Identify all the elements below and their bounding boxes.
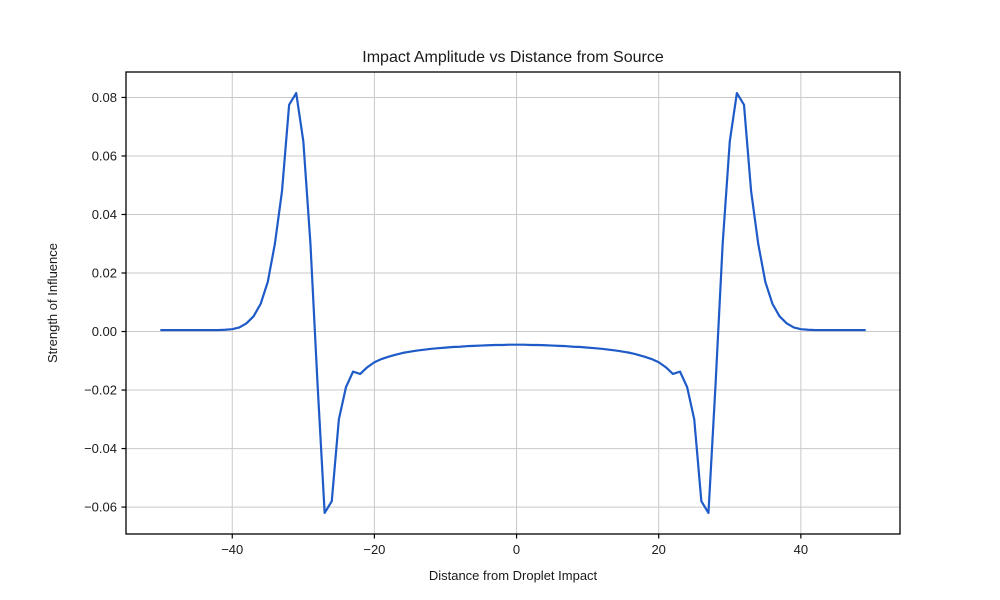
- x-tick-label: 20: [651, 542, 665, 557]
- y-tick-label: 0.08: [92, 90, 117, 105]
- y-axis-label: Strength of Influence: [45, 243, 60, 363]
- chart-title: Impact Amplitude vs Distance from Source: [362, 49, 664, 66]
- x-tick-label: 40: [794, 542, 808, 557]
- y-tick-label: 0.00: [92, 324, 117, 339]
- y-tick-label: −0.02: [84, 383, 117, 398]
- x-axis-label: Distance from Droplet Impact: [429, 568, 598, 583]
- y-tick-label: 0.06: [92, 148, 117, 163]
- data-layer: [160, 91, 866, 515]
- x-tick-label: 0: [513, 542, 520, 557]
- x-tick-label: −40: [221, 542, 243, 557]
- y-tick-label: 0.04: [92, 207, 117, 222]
- grid-layer: [126, 72, 900, 534]
- y-tick-label: −0.04: [84, 441, 117, 456]
- tick-layer: −40 −20 0 20 40 0.08 0.06 0.04 0.02 0.00 −0.02 −0.0…: [84, 90, 808, 557]
- y-tick-label: 0.02: [92, 266, 117, 281]
- influence-curve: [160, 91, 866, 515]
- y-tick-label: −0.06: [84, 500, 117, 515]
- plot-border: [125, 71, 901, 535]
- x-tick-label: −20: [363, 542, 385, 557]
